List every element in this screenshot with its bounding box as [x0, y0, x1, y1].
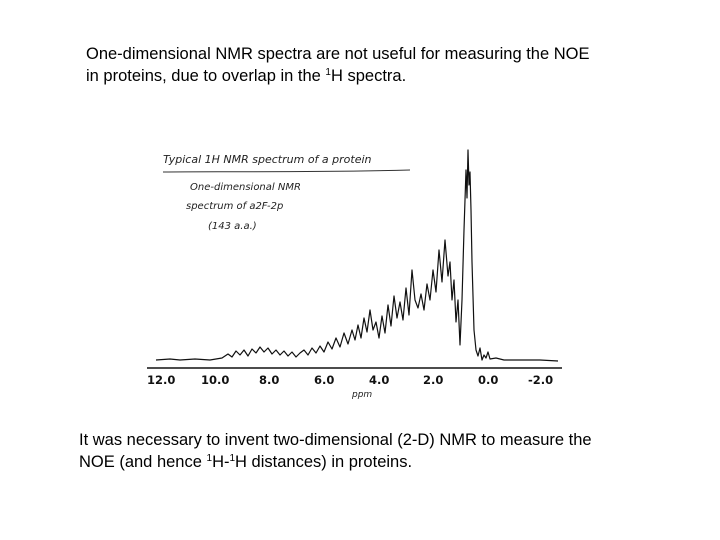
tick-label: 6.0: [314, 373, 334, 387]
note-line2: spectrum of a2F-2p: [186, 201, 283, 212]
tick-label: 10.0: [201, 373, 229, 387]
superscript-mass-number: 1: [206, 453, 213, 464]
top-caption-text-b: H spectra.: [330, 67, 407, 85]
handwritten-note: Typical 1H NMR spectrum of a protein One…: [162, 153, 411, 232]
spectrum-trace: [155, 149, 559, 362]
superscript-mass-number: 1: [325, 67, 331, 78]
bottom-caption-text-b: H-: [212, 453, 230, 471]
tick-label: 0.0: [478, 373, 498, 387]
bottom-caption-line2: NOE (and hence 1H-1H distances) in prote…: [79, 451, 699, 473]
top-caption-line2: in proteins, due to overlap in the 1H sp…: [86, 65, 686, 87]
note-title: Typical 1H NMR spectrum of a protein: [163, 153, 372, 166]
superscript-mass-number: 1: [229, 453, 236, 464]
tick-label: -2.0: [528, 373, 553, 387]
bottom-caption: It was necessary to invent two-dimension…: [79, 429, 699, 473]
x-axis-ticks: 12.0 10.0 8.0 6.0 4.0 2.0 0.0 -2.0: [147, 373, 553, 387]
x-axis-unit: ppm: [351, 390, 372, 400]
note-line1: One-dimensional NMR: [190, 182, 301, 193]
top-caption-line1: One-dimensional NMR spectra are not usef…: [86, 45, 590, 63]
tick-label: 2.0: [423, 373, 443, 387]
bottom-caption-text-a: NOE (and hence: [79, 453, 207, 471]
bottom-caption-line1: It was necessary to invent two-dimension…: [79, 431, 592, 449]
bottom-caption-text-c: H distances) in proteins.: [235, 453, 413, 471]
tick-label: 8.0: [259, 373, 279, 387]
top-caption-text-a: in proteins, due to overlap in the: [86, 67, 326, 85]
tick-label: 4.0: [369, 373, 389, 387]
top-caption: One-dimensional NMR spectra are not usef…: [86, 43, 686, 87]
note-underline: [162, 169, 411, 173]
tick-label: 12.0: [147, 373, 175, 387]
note-line3: (143 a.a.): [208, 221, 257, 232]
